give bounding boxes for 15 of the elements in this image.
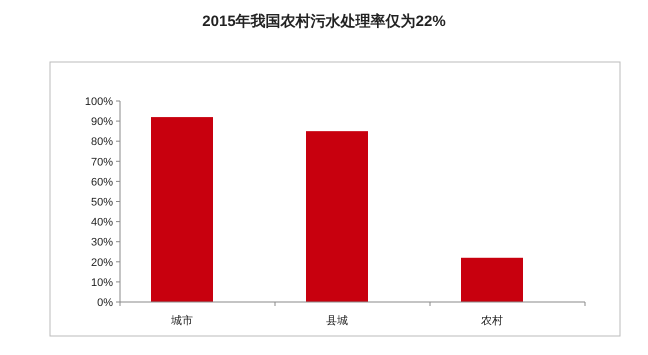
y-tick-label: 80% — [90, 136, 114, 148]
y-tick-label: 50% — [90, 196, 114, 208]
y-tick-label: 60% — [90, 176, 114, 188]
x-tick-label: 城市 — [170, 314, 193, 327]
y-tick-label: 100% — [84, 96, 114, 108]
chart-title: 2015年我国农村污水处理率仅为22% — [202, 12, 446, 30]
y-tick-label: 70% — [90, 156, 114, 168]
y-tick-label: 30% — [90, 236, 114, 249]
y-tick-label: 0% — [97, 297, 114, 309]
y-tick-label: 10% — [90, 276, 114, 289]
y-tick-label: 20% — [90, 256, 114, 269]
y-tick-label: 40% — [90, 216, 114, 229]
x-tick-label: 县城 — [326, 314, 348, 327]
x-tick-label: 农村 — [481, 314, 503, 327]
y-tick-label: 90% — [90, 116, 114, 128]
